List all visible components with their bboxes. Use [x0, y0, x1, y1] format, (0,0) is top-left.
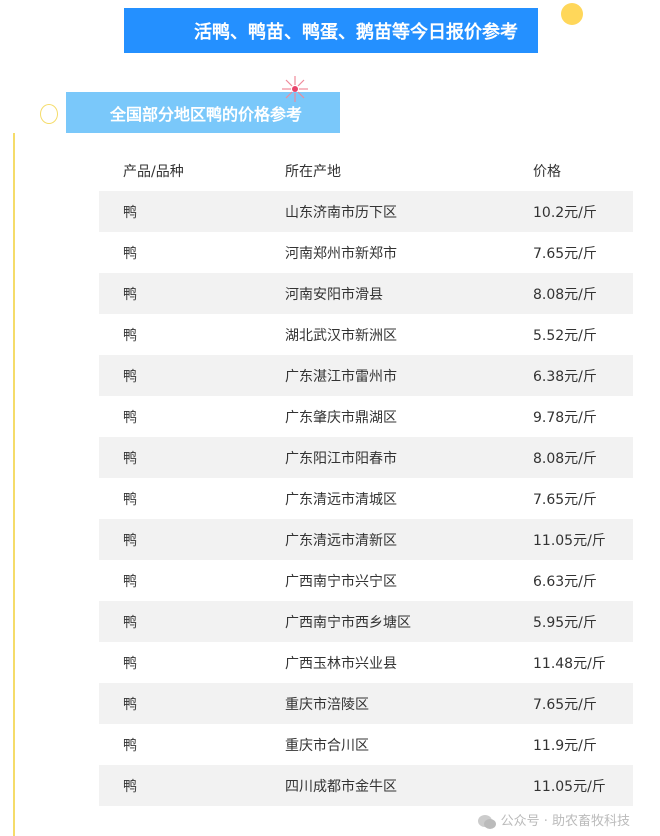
- header-product: 产品/品种: [123, 163, 184, 180]
- page-title-banner: 活鸭、鸭苗、鸭蛋、鹅苗等今日报价参考: [124, 8, 538, 53]
- table-row: 鸭 四川成都市金牛区 11.05元/斤: [99, 765, 633, 806]
- cell-price: 7.65元/斤: [533, 696, 597, 713]
- cell-price: 7.65元/斤: [533, 245, 597, 262]
- cell-product: 鸭: [123, 491, 137, 508]
- section-title-banner: 全国部分地区鸭的价格参考: [66, 92, 340, 133]
- cell-origin: 广西玉林市兴业县: [285, 655, 397, 672]
- cell-origin: 广东清远市清新区: [285, 532, 397, 549]
- cell-origin: 广东清远市清城区: [285, 491, 397, 508]
- cell-origin: 重庆市合川区: [285, 737, 369, 754]
- cell-product: 鸭: [123, 368, 137, 385]
- cell-origin: 广东阳江市阳春市: [285, 450, 397, 467]
- cell-origin: 重庆市涪陵区: [285, 696, 369, 713]
- header-price: 价格: [533, 163, 561, 180]
- cell-price: 6.63元/斤: [533, 573, 597, 590]
- decor-line: [13, 133, 15, 836]
- cell-price: 5.95元/斤: [533, 614, 597, 631]
- cell-origin: 广西南宁市西乡塘区: [285, 614, 411, 631]
- cell-origin: 广东湛江市雷州市: [285, 368, 397, 385]
- cell-price: 11.05元/斤: [533, 532, 606, 549]
- price-table: 产品/品种 所在产地 价格 鸭山东济南市历下区 10.2元/斤鸭河南郑州市新郑市 7…: [99, 150, 633, 806]
- table-row: 鸭 广东清远市清城区 7.65元/斤: [99, 478, 633, 519]
- header-origin: 所在产地: [285, 163, 341, 180]
- cell-product: 鸭: [123, 778, 137, 795]
- firework-icon: [282, 76, 308, 102]
- cell-origin: 山东济南市历下区: [285, 204, 397, 221]
- cell-origin: 湖北武汉市新洲区: [285, 327, 397, 344]
- cell-product: 鸭: [123, 409, 137, 426]
- cell-product: 鸭: [123, 450, 137, 467]
- watermark: 公众号 · 助农畜牧科技: [477, 814, 630, 830]
- cell-origin: 河南郑州市新郑市: [285, 245, 397, 262]
- cell-origin: 广西南宁市兴宁区: [285, 573, 397, 590]
- cell-product: 鸭: [123, 737, 137, 754]
- table-row: 鸭 河南安阳市滑县 8.08元/斤: [99, 273, 633, 314]
- cell-product: 鸭: [123, 204, 137, 221]
- decor-ring: [40, 104, 58, 124]
- cell-price: 9.78元/斤: [533, 409, 597, 426]
- table-row: 鸭 广东肇庆市鼎湖区 9.78元/斤: [99, 396, 633, 437]
- wechat-icon: [477, 815, 496, 829]
- table-row: 鸭 山东济南市历下区 10.2元/斤: [99, 191, 633, 232]
- table-row: 鸭 广东湛江市雷州市 6.38元/斤: [99, 355, 633, 396]
- cell-price: 11.05元/斤: [533, 778, 606, 795]
- table-row: 鸭 河南郑州市新郑市 7.65元/斤: [99, 232, 633, 273]
- cell-product: 鸭: [123, 655, 137, 672]
- table-row: 鸭 广东清远市清新区 11.05元/斤: [99, 519, 633, 560]
- cell-price: 8.08元/斤: [533, 450, 597, 467]
- cell-price: 6.38元/斤: [533, 368, 597, 385]
- cell-product: 鸭: [123, 696, 137, 713]
- cell-price: 8.08元/斤: [533, 286, 597, 303]
- table-header: 产品/品种 所在产地 价格: [99, 150, 633, 191]
- cell-product: 鸭: [123, 614, 137, 631]
- decor-dot: [561, 3, 583, 25]
- cell-price: 11.9元/斤: [533, 737, 597, 754]
- cell-price: 7.65元/斤: [533, 491, 597, 508]
- cell-origin: 广东肇庆市鼎湖区: [285, 409, 397, 426]
- table-row: 鸭 广东阳江市阳春市 8.08元/斤: [99, 437, 633, 478]
- cell-product: 鸭: [123, 573, 137, 590]
- cell-price: 10.2元/斤: [533, 204, 597, 221]
- cell-product: 鸭: [123, 245, 137, 262]
- section-title: 全国部分地区鸭的价格参考: [110, 104, 303, 124]
- table-row: 鸭 广西南宁市兴宁区 6.63元/斤: [99, 560, 633, 601]
- cell-product: 鸭: [123, 532, 137, 549]
- cell-price: 11.48元/斤: [533, 655, 606, 672]
- table-row: 鸭 广西玉林市兴业县 11.48元/斤: [99, 642, 633, 683]
- cell-product: 鸭: [123, 327, 137, 344]
- table-row: 鸭 广西南宁市西乡塘区 5.95元/斤: [99, 601, 633, 642]
- table-row: 鸭 重庆市合川区 11.9元/斤: [99, 724, 633, 765]
- cell-origin: 河南安阳市滑县: [285, 286, 383, 303]
- table-row: 鸭 重庆市涪陵区 7.65元/斤: [99, 683, 633, 724]
- cell-product: 鸭: [123, 286, 137, 303]
- table-row: 鸭 湖北武汉市新洲区 5.52元/斤: [99, 314, 633, 355]
- cell-origin: 四川成都市金牛区: [285, 778, 397, 795]
- cell-price: 5.52元/斤: [533, 327, 597, 344]
- page-title: 活鸭、鸭苗、鸭蛋、鹅苗等今日报价参考: [194, 21, 518, 43]
- watermark-text: 公众号 · 助农畜牧科技: [500, 814, 630, 829]
